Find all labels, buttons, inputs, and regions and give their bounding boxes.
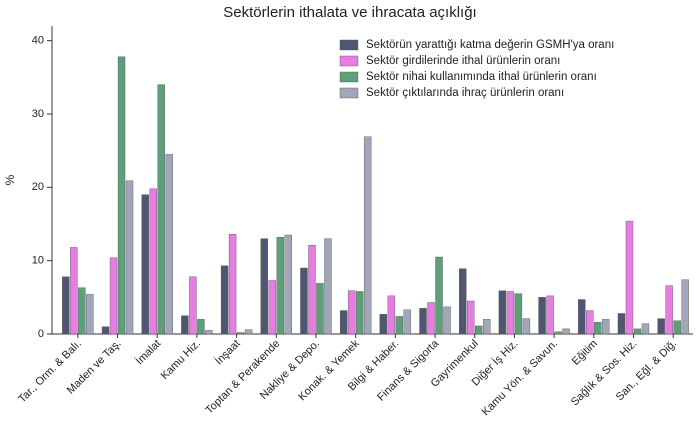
bar <box>498 290 507 335</box>
x-tick-label: İmalat <box>133 337 163 367</box>
bar <box>260 238 268 335</box>
bar <box>514 293 523 335</box>
bar <box>522 318 531 335</box>
bar <box>443 306 451 335</box>
bar <box>387 295 396 335</box>
bar <box>427 302 435 335</box>
bar <box>586 310 594 335</box>
x-tick-label: İnşaat <box>212 337 242 367</box>
bar <box>308 245 316 335</box>
bar <box>617 313 626 335</box>
bar <box>379 314 388 335</box>
bar <box>101 326 110 335</box>
bar <box>220 265 229 335</box>
bar <box>506 291 515 335</box>
chart-title: Sektörlerin ithalata ve ihracata açıklığ… <box>223 4 477 21</box>
bar <box>641 323 650 335</box>
legend-label: Sektör nihai kullanımında ithal ürünleri… <box>366 71 597 83</box>
y-tick-label: 0 <box>38 328 44 340</box>
bar <box>395 316 404 335</box>
y-axis-title: % <box>3 174 17 185</box>
x-tick-label: Kamu Hiz. <box>159 338 203 382</box>
bar <box>339 310 348 335</box>
bar <box>403 309 412 335</box>
bar <box>467 300 475 335</box>
legend-swatch <box>339 55 359 67</box>
bar <box>109 257 118 335</box>
legend-swatch <box>339 87 359 99</box>
bar <box>538 297 546 335</box>
bar <box>435 256 443 335</box>
bar <box>189 276 197 335</box>
bar <box>562 328 570 335</box>
bar <box>681 279 689 335</box>
bar <box>244 329 253 335</box>
x-tick-label: Eğitim <box>570 338 600 368</box>
legend-swatch <box>339 39 359 51</box>
bar <box>594 322 602 335</box>
y-tick-label: 10 <box>32 255 44 267</box>
bar <box>205 330 213 335</box>
bar <box>141 194 149 335</box>
bar <box>363 136 372 335</box>
bar <box>665 285 673 335</box>
bar <box>181 315 189 335</box>
bar <box>554 331 562 335</box>
legend-label: Sektörün yarattığı katma değerin GSMH'ya… <box>366 39 614 51</box>
bar <box>347 290 356 335</box>
bar <box>284 234 292 335</box>
bar <box>268 280 276 335</box>
legend-label: Sektör çıktılarında ihraç ürünlerin oran… <box>366 87 564 99</box>
bar <box>276 236 284 335</box>
bar <box>62 276 70 335</box>
bar <box>633 328 642 335</box>
x-tick-label: Kamu Yön. & Savun. <box>480 338 561 419</box>
bar <box>657 318 665 335</box>
bar <box>86 294 94 335</box>
bar <box>324 238 332 335</box>
bar <box>125 180 134 335</box>
bar <box>316 283 324 335</box>
bar <box>578 299 586 335</box>
bar <box>355 291 364 335</box>
bar <box>78 287 86 335</box>
bar <box>546 295 554 335</box>
bar <box>70 247 78 335</box>
bar <box>419 308 427 335</box>
bar <box>157 84 165 335</box>
x-tick-label: Toptan & Perakende <box>203 338 282 417</box>
bar <box>625 220 634 335</box>
bar <box>602 319 610 335</box>
bar <box>149 188 157 335</box>
bar <box>483 319 491 335</box>
y-tick-label: 30 <box>32 108 44 120</box>
bar <box>459 268 467 335</box>
y-tick-label: 20 <box>32 181 44 193</box>
bar <box>117 56 126 335</box>
bar <box>475 325 483 335</box>
bar <box>236 332 245 335</box>
legend-swatch <box>339 71 359 83</box>
bar <box>197 319 205 335</box>
legend-label: Sektör girdilerinde ithal ürünlerin oran… <box>366 55 560 67</box>
bar <box>673 320 681 335</box>
bar <box>228 234 237 335</box>
y-tick-label: 40 <box>32 35 44 47</box>
bar <box>165 154 173 335</box>
bar <box>300 267 308 335</box>
